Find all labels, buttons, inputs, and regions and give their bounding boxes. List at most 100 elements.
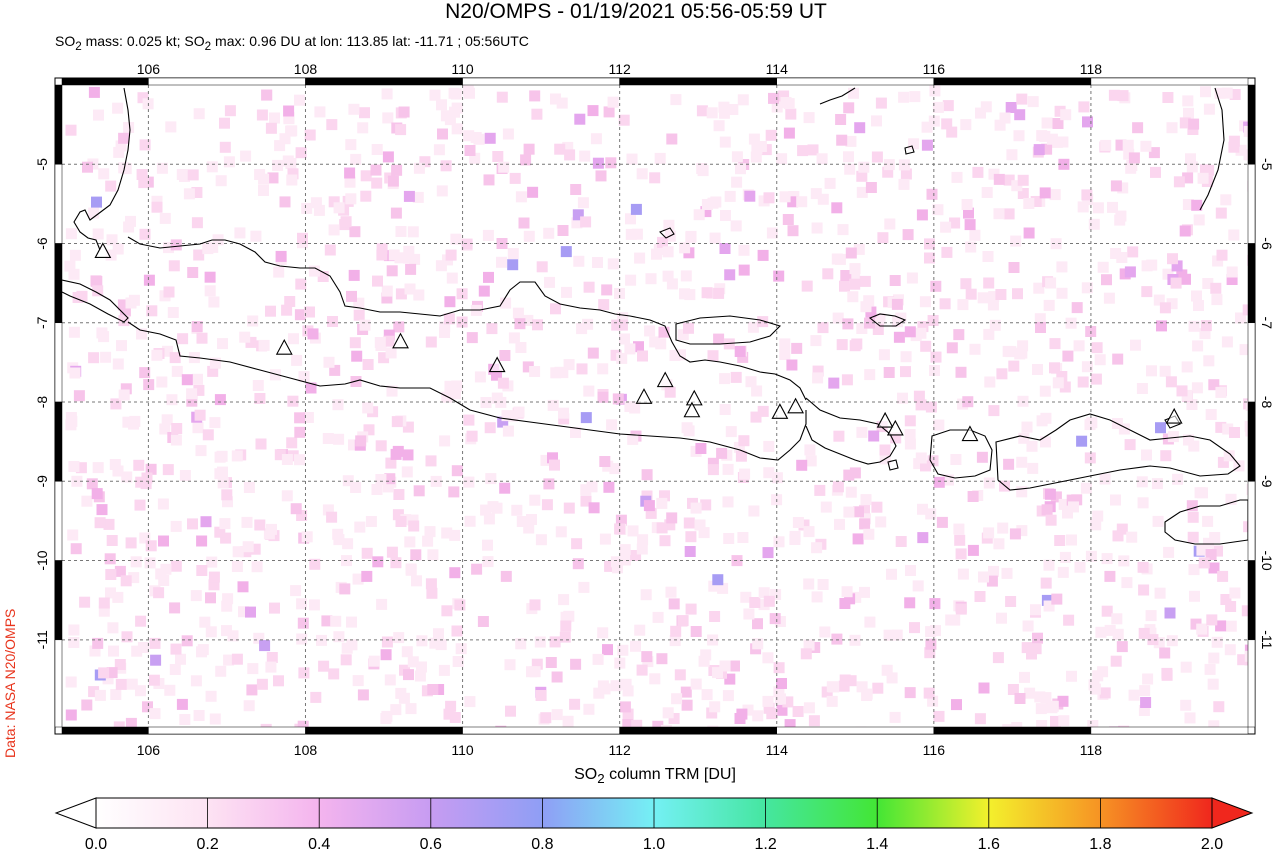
so2-pixel [636,543,648,555]
so2-pixel [547,452,558,464]
so2-pixel [743,608,755,620]
so2-pixel [330,615,342,627]
so2-pixel [253,632,265,644]
so2-pixel [1030,604,1041,616]
so2-pixel [1081,189,1093,201]
so2-pixel [1086,417,1098,429]
so2-pixel [554,366,566,378]
so2-pixel [859,275,871,287]
so2-pixel [1082,116,1093,128]
frame-segment-bottom [776,726,935,735]
colorbar-ticks: 0.0 0.2 0.4 0.6 0.8 1.0 1.2 1.4 1.6 1.8 2.0 [85,798,1223,853]
so2-pixel [361,570,373,582]
so2-pixel [73,390,85,402]
so2-pixel [1243,521,1248,533]
so2-pixel [626,153,638,165]
so2-pixel [1179,225,1191,237]
so2-pixel [466,430,478,442]
so2-pixel [924,238,935,250]
so2-pixel [193,710,205,721]
so2-pixel [1026,440,1038,452]
so2-pixel [1141,449,1152,461]
so2-pixel [1210,282,1222,294]
so2-pixel [429,89,441,101]
so2-pixel [523,230,535,242]
so2-pixel [707,457,719,469]
so2-pixel [398,692,410,704]
so2-pixel [328,668,340,680]
so2-pixel [1191,199,1203,211]
so2-pixel [265,661,277,673]
so2-pixel [658,326,670,338]
so2-pixel [288,333,299,345]
so2-pixel [833,430,845,442]
so2-pixel [436,185,448,197]
so2-pixel [933,476,945,488]
so2-pixel [108,645,119,657]
so2-pixel [637,534,649,546]
so2-pixel [758,587,770,599]
so2-pixel [856,186,868,198]
so2-pixel [832,481,844,493]
so2-pixel [590,133,602,145]
so2-pixel [381,636,393,648]
so2-pixel [1222,423,1234,435]
so2-pixel [1139,685,1151,697]
so2-pixel [641,469,653,481]
so2-pixel [1060,109,1072,121]
so2-pixel [183,188,195,200]
so2-pixel [144,557,156,569]
so2-pixel [1023,227,1035,239]
so2-pixel [988,291,1000,303]
so2-pixel [666,278,678,290]
so2-pixel [342,538,354,550]
so2-pixel [978,571,989,583]
so2-pixel [724,673,736,685]
so2-pixel [997,522,1009,534]
so2-pixel [90,275,102,287]
so2-pixel [1223,450,1235,462]
so2-pixel [845,247,857,259]
so2-pixel [304,306,315,318]
so2-pixel [252,380,264,391]
so2-pixel [1142,673,1154,685]
frame-segment-left [54,322,63,403]
so2-pixel [386,546,398,558]
so2-pixel [792,706,804,717]
so2-pixel [1115,210,1127,222]
so2-pixel [159,423,171,435]
so2-pixel [329,364,341,376]
so2-pixel [499,350,511,361]
so2-pixel [1091,342,1103,354]
so2-pixel [558,413,570,425]
so2-pixel [649,673,661,685]
so2-pixel [426,587,438,599]
coastline-sumba [1164,499,1248,545]
so2-pixel [693,209,705,221]
volcano-marker [685,389,703,406]
so2-pixel [1203,355,1215,367]
so2-pixel [1243,398,1248,410]
so2-pixel [1050,715,1061,727]
so2-pixel [1043,600,1055,612]
so2-pixel [388,249,400,261]
so2-pixel [371,144,383,155]
so2-pixel [1191,290,1202,302]
so2-pixel [592,157,604,169]
so2-pixel [675,349,686,361]
so2-pixel [435,260,447,272]
so2-pixel [350,153,362,165]
so2-pixel [328,224,340,236]
so2-pixel [718,107,730,119]
so2-pixel [1200,320,1212,332]
so2-pixel [1224,644,1236,656]
so2-pixel [1010,235,1022,247]
coastline-sumbawa [995,413,1241,491]
so2-pixel [690,502,702,514]
so2-pixel [946,126,958,138]
so2-pixel [222,593,234,605]
so2-pixel [477,616,489,627]
so2-pixel [427,549,439,561]
so2-pixel [543,227,555,239]
so2-pixel [926,188,938,200]
